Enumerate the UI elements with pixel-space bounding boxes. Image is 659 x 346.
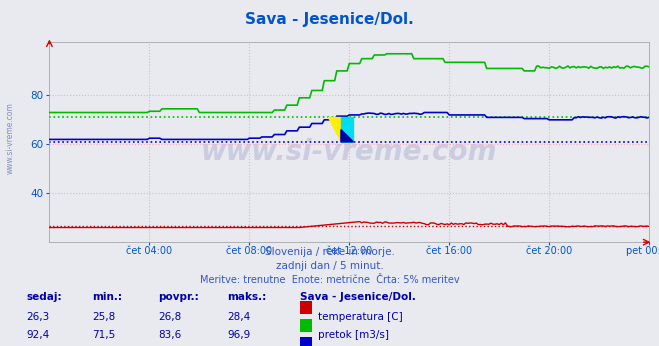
Polygon shape xyxy=(341,117,353,142)
Text: min.:: min.: xyxy=(92,292,123,302)
Text: 26,3: 26,3 xyxy=(26,312,49,322)
Text: sedaj:: sedaj: xyxy=(26,292,62,302)
Text: www.si-vreme.com: www.si-vreme.com xyxy=(5,102,14,174)
Text: www.si-vreme.com: www.si-vreme.com xyxy=(201,138,498,166)
Text: Sava - Jesenice/Dol.: Sava - Jesenice/Dol. xyxy=(245,12,414,27)
Text: Slovenija / reke in morje.: Slovenija / reke in morje. xyxy=(264,247,395,257)
Text: maks.:: maks.: xyxy=(227,292,267,302)
Text: povpr.:: povpr.: xyxy=(158,292,199,302)
Text: 83,6: 83,6 xyxy=(158,330,181,340)
Text: 71,5: 71,5 xyxy=(92,330,115,340)
Text: pretok [m3/s]: pretok [m3/s] xyxy=(318,330,389,340)
Text: Meritve: trenutne  Enote: metrične  Črta: 5% meritev: Meritve: trenutne Enote: metrične Črta: … xyxy=(200,275,459,285)
Text: 25,8: 25,8 xyxy=(92,312,115,322)
Text: 96,9: 96,9 xyxy=(227,330,250,340)
Polygon shape xyxy=(328,117,341,142)
Text: Sava - Jesenice/Dol.: Sava - Jesenice/Dol. xyxy=(300,292,416,302)
Text: 26,8: 26,8 xyxy=(158,312,181,322)
Text: 28,4: 28,4 xyxy=(227,312,250,322)
Text: temperatura [C]: temperatura [C] xyxy=(318,312,403,322)
Polygon shape xyxy=(341,130,353,142)
Text: 92,4: 92,4 xyxy=(26,330,49,340)
Text: zadnji dan / 5 minut.: zadnji dan / 5 minut. xyxy=(275,261,384,271)
